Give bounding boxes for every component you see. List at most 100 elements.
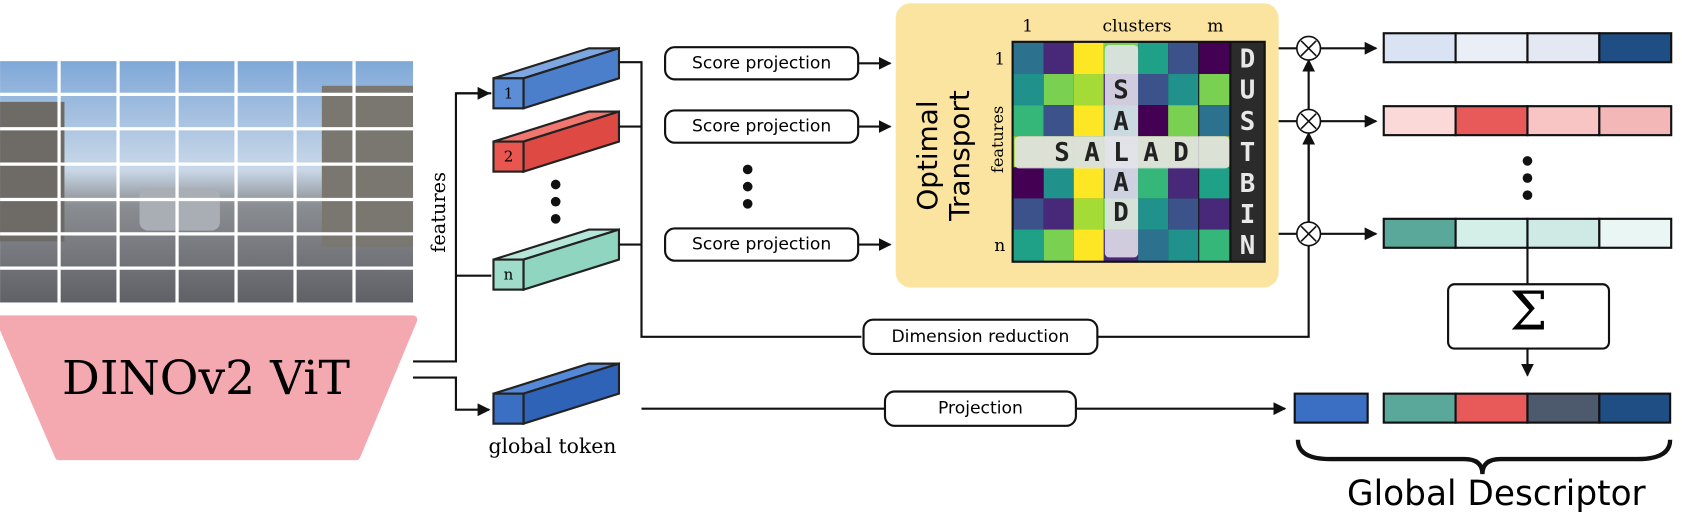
dimension-reduction-label: Dimension reduction [891, 327, 1069, 347]
dustbin-column [1231, 42, 1264, 261]
token-label: 1 [504, 84, 514, 102]
descriptor-segment [1454, 105, 1529, 137]
descriptor-segment [1598, 217, 1673, 249]
matrix-cell [1073, 105, 1104, 137]
global-token-label: global token [489, 434, 617, 458]
row-label: features [988, 106, 1007, 173]
matrix-cell [1073, 167, 1104, 199]
matrix-cell [1043, 198, 1074, 230]
matrix-cell [1199, 105, 1230, 137]
col-start: 1 [1022, 16, 1033, 36]
matrix-cell [1168, 105, 1199, 137]
score-projection-label: Score projection [692, 53, 831, 73]
word-letter: A [1113, 168, 1129, 198]
ellipsis [742, 164, 753, 209]
matrix-cell [1199, 198, 1230, 230]
descriptor-segment [1598, 105, 1673, 137]
features-label: features [427, 172, 450, 253]
token-label: 2 [504, 148, 514, 166]
multiply-sign [1300, 113, 1317, 130]
token-front [492, 140, 525, 173]
matrix-cell [1073, 198, 1104, 230]
descriptor-segment [1454, 32, 1529, 64]
word-letter: L [1113, 138, 1129, 168]
ellipsis [1522, 156, 1533, 201]
backbone-label: DINOv2 ViT [62, 351, 350, 406]
matrix-cell [1013, 42, 1044, 75]
dustbin-letter: I [1240, 200, 1256, 230]
matrix-cell [1013, 229, 1044, 261]
ot-title: Optimal [911, 100, 944, 210]
descriptor-segment [1382, 32, 1457, 64]
matrix-cell [1013, 74, 1044, 106]
word-letter: D [1113, 198, 1129, 228]
matrix-cell [1138, 167, 1169, 199]
dustbin-letter: N [1240, 231, 1256, 261]
matrix-cell [1043, 74, 1074, 106]
word-letter: A [1084, 138, 1100, 168]
matrix-cell [1138, 198, 1169, 230]
descriptor-segment [1526, 32, 1601, 64]
matrix-cell [1043, 42, 1074, 75]
word-letter: D [1173, 138, 1189, 168]
row-start: 1 [994, 50, 1005, 70]
dustbin-letter: B [1240, 169, 1256, 199]
input-image [0, 61, 414, 303]
token-front [492, 258, 525, 291]
token-label: n [504, 266, 514, 284]
dustbin-letter: D [1240, 45, 1256, 75]
matrix-cell [1013, 198, 1044, 230]
matrix-cell [1199, 42, 1230, 75]
matrix-cell [1138, 105, 1169, 137]
matrix-cell [1073, 74, 1104, 106]
descriptor-segment [1454, 217, 1529, 249]
matrix-cell [1199, 229, 1230, 261]
brace [1295, 439, 1673, 475]
matrix-cell [1168, 42, 1199, 75]
word-letter: A [1143, 138, 1159, 168]
backbone-shape [0, 315, 418, 461]
matrix-cell [1199, 167, 1230, 199]
descriptor-segment [1526, 217, 1601, 249]
multiply-sign [1300, 40, 1317, 57]
token-front [492, 77, 525, 110]
matrix-cell [1138, 229, 1169, 261]
word-letter: S [1054, 138, 1070, 168]
ot-title: Transport [943, 90, 976, 222]
matrix-cell [1013, 167, 1044, 199]
matrix-cell [1043, 229, 1074, 261]
global-descriptor-bar [1293, 392, 1672, 424]
matrix-cell [1043, 105, 1074, 137]
matrix-cell [1013, 105, 1044, 137]
output-label: Global Descriptor [1347, 474, 1647, 514]
matrix-cell [1138, 74, 1169, 106]
row-end: n [994, 236, 1005, 256]
connector [618, 61, 862, 338]
word-letter: S [1113, 76, 1129, 106]
matrix-cell [1043, 167, 1074, 199]
word-letter: L [1113, 138, 1129, 168]
descriptor-segment [1382, 217, 1457, 249]
col-label: clusters [1103, 16, 1172, 36]
multiply-sign [1300, 225, 1317, 242]
connector [413, 92, 491, 409]
dustbin-letter: S [1240, 107, 1256, 137]
score-projection-label: Score projection [692, 117, 831, 137]
matrix-cell [1138, 42, 1169, 75]
descriptor-segment [1598, 32, 1673, 64]
matrix-cell [1168, 198, 1199, 230]
matrix-cell [1168, 229, 1199, 261]
dustbin-letter: T [1240, 138, 1256, 168]
descriptor-segment [1526, 105, 1601, 137]
matrix-cell [1073, 229, 1104, 261]
ellipsis [550, 179, 561, 224]
token-front [492, 392, 525, 425]
matrix-cell [1168, 74, 1199, 106]
projection-box [883, 390, 1077, 427]
projection-label: Projection [938, 399, 1023, 419]
dimension-reduction-box [862, 318, 1099, 356]
word-band [1104, 45, 1139, 258]
word-letter: A [1113, 107, 1129, 137]
